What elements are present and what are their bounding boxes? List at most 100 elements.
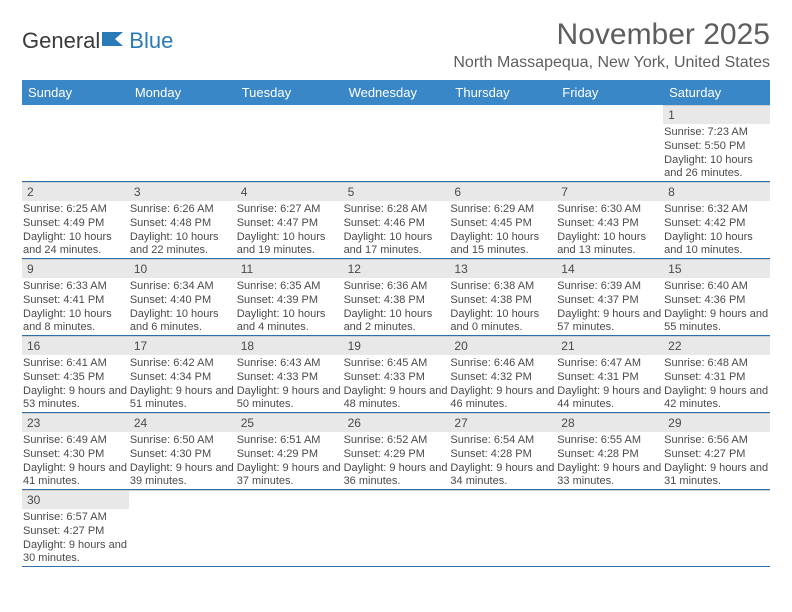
day-info: Sunrise: 6:57 AMSunset: 4:27 PMDaylight:… — [22, 509, 129, 566]
empty-cell — [449, 490, 556, 509]
week-row: 30 Sunrise: 6:57 AMSunset: 4:27 PMDaylig… — [22, 490, 770, 567]
day-info: Sunrise: 6:55 AMSunset: 4:28 PMDaylight:… — [556, 432, 663, 489]
day-number: 3 — [129, 182, 236, 201]
logo-word2: Blue — [129, 28, 173, 54]
empty-cell — [343, 124, 450, 181]
empty-cell — [236, 124, 343, 181]
day-info: Sunrise: 6:43 AMSunset: 4:33 PMDaylight:… — [236, 355, 343, 412]
day-number: 24 — [129, 413, 236, 432]
day-info: Sunrise: 6:46 AMSunset: 4:32 PMDaylight:… — [449, 355, 556, 412]
day-info: Sunrise: 7:23 AMSunset: 5:50 PMDaylight:… — [663, 124, 770, 181]
empty-cell — [236, 105, 343, 124]
day-info: Sunrise: 6:49 AMSunset: 4:30 PMDaylight:… — [22, 432, 129, 489]
day-number: 2 — [22, 182, 129, 201]
day-number: 27 — [449, 413, 556, 432]
day-number: 8 — [663, 182, 770, 201]
day-number: 6 — [449, 182, 556, 201]
day-number: 23 — [22, 413, 129, 432]
empty-cell — [343, 509, 450, 566]
week-row: 2345678Sunrise: 6:25 AMSunset: 4:49 PMDa… — [22, 182, 770, 259]
empty-cell — [449, 509, 556, 566]
day-info: Sunrise: 6:40 AMSunset: 4:36 PMDaylight:… — [663, 278, 770, 335]
week-row: 23242526272829Sunrise: 6:49 AMSunset: 4:… — [22, 413, 770, 490]
day-info: Sunrise: 6:42 AMSunset: 4:34 PMDaylight:… — [129, 355, 236, 412]
day-number: 12 — [343, 259, 450, 278]
day-info: Sunrise: 6:45 AMSunset: 4:33 PMDaylight:… — [343, 355, 450, 412]
day-header-cell: Wednesday — [343, 80, 450, 105]
day-number: 11 — [236, 259, 343, 278]
title-block: November 2025 North Massapequa, New York… — [453, 18, 770, 72]
day-info: Sunrise: 6:38 AMSunset: 4:38 PMDaylight:… — [449, 278, 556, 335]
day-info: Sunrise: 6:35 AMSunset: 4:39 PMDaylight:… — [236, 278, 343, 335]
day-header-cell: Thursday — [449, 80, 556, 105]
location: North Massapequa, New York, United State… — [453, 54, 770, 72]
day-number: 20 — [449, 336, 556, 355]
empty-cell — [556, 490, 663, 509]
day-info: Sunrise: 6:51 AMSunset: 4:29 PMDaylight:… — [236, 432, 343, 489]
empty-cell — [449, 124, 556, 181]
empty-cell — [343, 105, 450, 124]
day-info: Sunrise: 6:52 AMSunset: 4:29 PMDaylight:… — [343, 432, 450, 489]
flag-icon — [101, 28, 127, 54]
empty-cell — [556, 509, 663, 566]
day-info: Sunrise: 6:39 AMSunset: 4:37 PMDaylight:… — [556, 278, 663, 335]
day-number: 22 — [663, 336, 770, 355]
day-info: Sunrise: 6:25 AMSunset: 4:49 PMDaylight:… — [22, 201, 129, 258]
week-row: 16171819202122 Sunrise: 6:41 AMSunset: 4:… — [22, 336, 770, 413]
day-number: 29 — [663, 413, 770, 432]
day-info: Sunrise: 6:33 AMSunset: 4:41 PMDaylight:… — [22, 278, 129, 335]
day-info: Sunrise: 6:48 AMSunset: 4:31 PMDaylight:… — [663, 355, 770, 412]
day-number: 5 — [343, 182, 450, 201]
month-title: November 2025 — [453, 18, 770, 52]
day-number: 28 — [556, 413, 663, 432]
empty-cell — [129, 509, 236, 566]
day-info: Sunrise: 6:30 AMSunset: 4:43 PMDaylight:… — [556, 201, 663, 258]
day-number: 19 — [343, 336, 450, 355]
day-number: 18 — [236, 336, 343, 355]
empty-cell — [129, 124, 236, 181]
empty-cell — [129, 490, 236, 509]
day-number: 26 — [343, 413, 450, 432]
day-number: 16 — [22, 336, 129, 355]
day-info: Sunrise: 6:50 AMSunset: 4:30 PMDaylight:… — [129, 432, 236, 489]
empty-cell — [343, 490, 450, 509]
day-header-cell: Friday — [556, 80, 663, 105]
day-header-cell: Saturday — [663, 80, 770, 105]
empty-cell — [663, 509, 770, 566]
day-number: 15 — [663, 259, 770, 278]
empty-cell — [236, 490, 343, 509]
weeks-container: 1 Sunrise: 7:23 AMSunset: 5:50 PMDayligh… — [22, 105, 770, 567]
day-info: Sunrise: 6:54 AMSunset: 4:28 PMDaylight:… — [449, 432, 556, 489]
day-number: 17 — [129, 336, 236, 355]
calendar: SundayMondayTuesdayWednesdayThursdayFrid… — [22, 80, 770, 567]
day-info: Sunrise: 6:36 AMSunset: 4:38 PMDaylight:… — [343, 278, 450, 335]
header: General Blue November 2025 North Massape… — [22, 18, 770, 72]
empty-cell — [236, 509, 343, 566]
week-row: 9101112131415Sunrise: 6:33 AMSunset: 4:4… — [22, 259, 770, 336]
day-info: Sunrise: 6:41 AMSunset: 4:35 PMDaylight:… — [22, 355, 129, 412]
day-info: Sunrise: 6:34 AMSunset: 4:40 PMDaylight:… — [129, 278, 236, 335]
day-info: Sunrise: 6:26 AMSunset: 4:48 PMDaylight:… — [129, 201, 236, 258]
day-number: 30 — [22, 490, 129, 509]
day-number: 4 — [236, 182, 343, 201]
logo: General Blue — [22, 28, 173, 54]
empty-cell — [663, 490, 770, 509]
day-info: Sunrise: 6:27 AMSunset: 4:47 PMDaylight:… — [236, 201, 343, 258]
logo-word1: General — [22, 28, 100, 54]
day-header-row: SundayMondayTuesdayWednesdayThursdayFrid… — [22, 80, 770, 105]
day-number: 14 — [556, 259, 663, 278]
day-info: Sunrise: 6:29 AMSunset: 4:45 PMDaylight:… — [449, 201, 556, 258]
day-number: 1 — [663, 105, 770, 124]
empty-cell — [449, 105, 556, 124]
day-header-cell: Sunday — [22, 80, 129, 105]
day-info: Sunrise: 6:32 AMSunset: 4:42 PMDaylight:… — [663, 201, 770, 258]
day-number: 10 — [129, 259, 236, 278]
day-header-cell: Monday — [129, 80, 236, 105]
day-number: 21 — [556, 336, 663, 355]
day-header-cell: Tuesday — [236, 80, 343, 105]
week-row: 1 Sunrise: 7:23 AMSunset: 5:50 PMDayligh… — [22, 105, 770, 182]
empty-cell — [129, 105, 236, 124]
empty-cell — [22, 105, 129, 124]
day-number: 13 — [449, 259, 556, 278]
empty-cell — [22, 124, 129, 181]
